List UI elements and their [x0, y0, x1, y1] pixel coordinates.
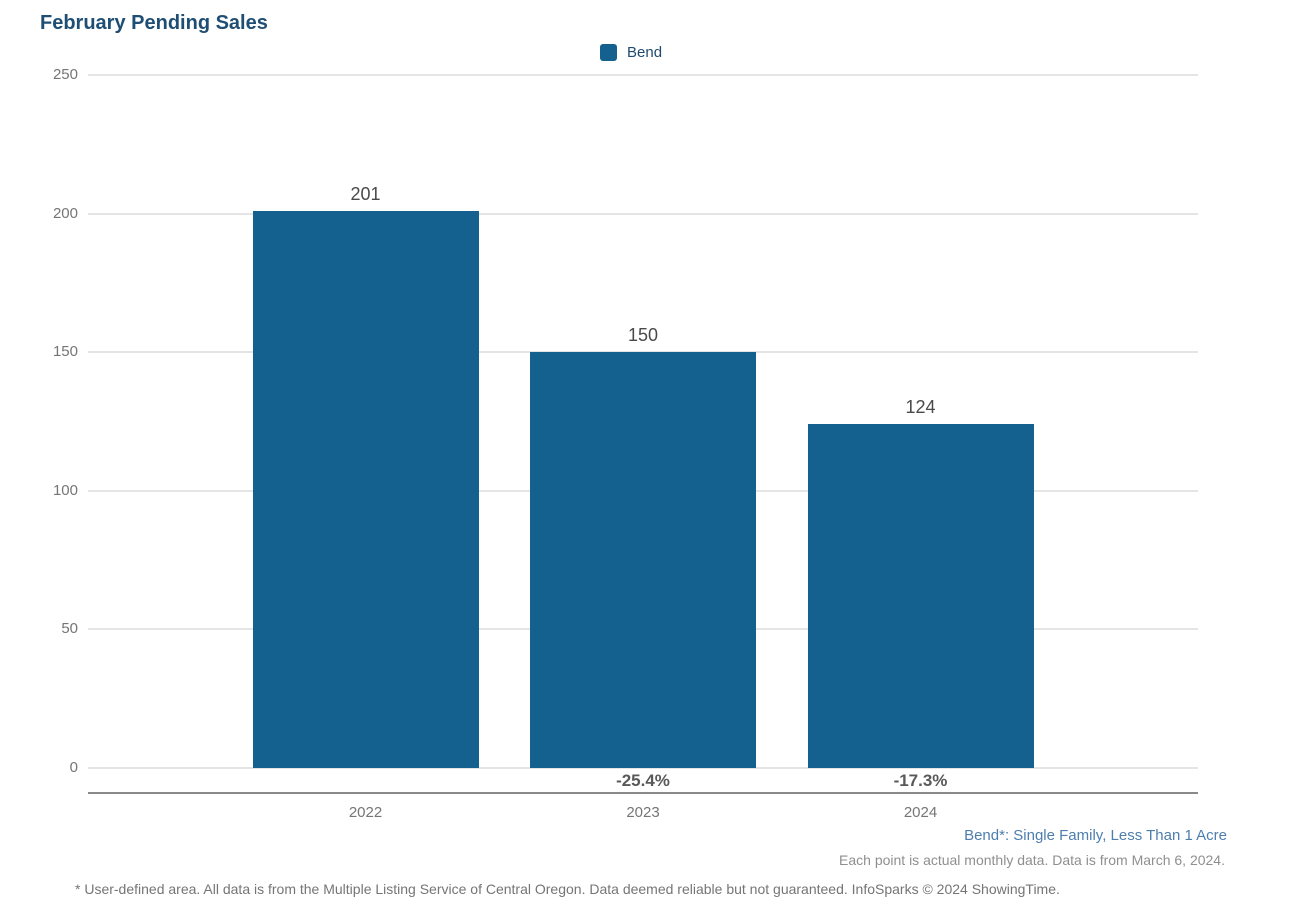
legend-swatch-icon	[600, 44, 617, 61]
x-axis-tick-label: 2022	[348, 804, 383, 821]
x-axis-line	[88, 792, 1198, 794]
y-axis-tick-label: 50	[61, 620, 78, 638]
x-axis-tick-label: 2023	[626, 804, 660, 821]
y-axis-tick-label: 0	[69, 759, 78, 776]
bar-value-label: 124	[905, 397, 936, 418]
y-axis-tick-label: 250	[52, 66, 78, 83]
gridline	[88, 74, 1198, 76]
bar-2023[interactable]	[530, 352, 756, 768]
data-note-footnote: Each point is actual monthly data. Data …	[839, 852, 1225, 868]
legend-label: Bend	[627, 44, 663, 61]
x-axis-tick-label: 2024	[903, 804, 938, 821]
gridline	[88, 212, 1198, 215]
series-definition-footnote: Bend*: Single Family, Less Than 1 Acre	[964, 827, 1227, 844]
bar-pct-change-label: -17.3%	[893, 771, 948, 790]
bar-2024[interactable]	[807, 424, 1034, 768]
disclaimer-footnote: * User-defined area. All data is from th…	[75, 881, 1060, 897]
y-axis-tick-label: 200	[52, 204, 78, 222]
bar-2022[interactable]	[252, 210, 479, 768]
bar-value-label: 201	[350, 183, 381, 204]
legend-item-bend[interactable]: Bend	[600, 44, 662, 61]
bar-pct-change-label: -25.4%	[616, 771, 670, 790]
y-axis-tick-label: 100	[52, 481, 78, 499]
y-axis-tick-label: 150	[52, 343, 78, 361]
gridline	[88, 767, 1198, 769]
bar-value-label: 150	[627, 325, 659, 346]
chart-title: February Pending Sales	[40, 12, 268, 34]
